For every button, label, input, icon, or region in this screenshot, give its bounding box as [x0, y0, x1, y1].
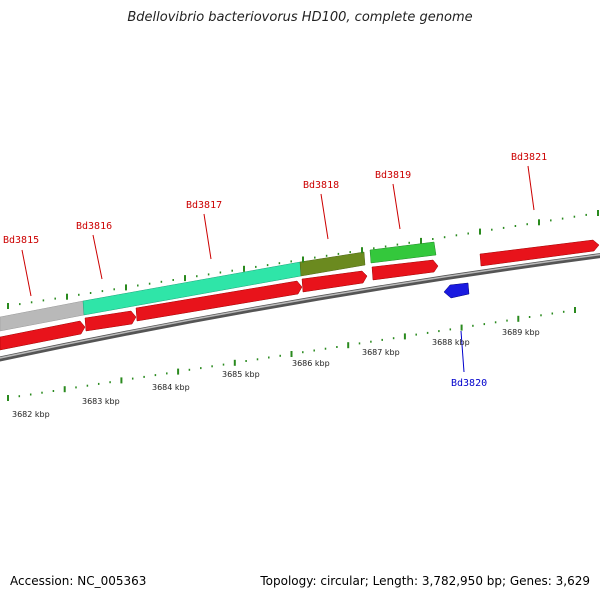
- gene-bd3816[interactable]: [84, 310, 137, 332]
- accession-text: Accession: NC_005363: [10, 574, 147, 588]
- gene-bd3817[interactable]: [135, 280, 303, 322]
- scale-ticks-lower: [7, 307, 576, 401]
- genome-summary-text: Topology: circular; Length: 3,782,950 bp…: [260, 574, 590, 588]
- gene-labels: Bd3815 Bd3816 Bd3817 Bd3818 Bd3819 Bd382…: [3, 152, 547, 389]
- gene-label-bd3816[interactable]: Bd3816: [76, 221, 112, 232]
- connector-bd3820: [460, 330, 465, 373]
- genome-backbone: [0, 253, 600, 362]
- kbp-label-3682: 3682 kbp: [12, 410, 50, 419]
- kbp-label-3685: 3685 kbp: [222, 370, 260, 379]
- connector-bd3817: [203, 213, 212, 260]
- connector-bd3818: [320, 193, 329, 240]
- gene-label-bd3819[interactable]: Bd3819: [375, 170, 411, 181]
- gene-bd3821[interactable]: [479, 239, 600, 267]
- kbp-label-3687: 3687 kbp: [362, 348, 400, 357]
- gene-track: [0, 239, 600, 351]
- kbp-label-3684: 3684 kbp: [152, 383, 190, 392]
- connector-bd3815: [21, 249, 32, 297]
- gene-bd3820[interactable]: [443, 282, 470, 299]
- kbp-label-3683: 3683 kbp: [82, 397, 120, 406]
- label-connectors: [21, 165, 535, 373]
- gene-bd3818[interactable]: [301, 270, 368, 293]
- feature-olive[interactable]: [299, 251, 366, 277]
- gene-label-bd3818[interactable]: Bd3818: [303, 180, 339, 191]
- map-title: Bdellovibrio bacteriovorus HD100, comple…: [127, 10, 473, 25]
- scale-labels: 3682 kbp 3683 kbp 3684 kbp 3685 kbp 3686…: [12, 328, 540, 419]
- connector-bd3816: [92, 234, 103, 280]
- connector-bd3821: [527, 165, 535, 211]
- gene-label-bd3820[interactable]: Bd3820: [451, 378, 487, 389]
- gene-label-bd3821[interactable]: Bd3821: [511, 152, 547, 163]
- gene-label-bd3817[interactable]: Bd3817: [186, 200, 222, 211]
- gene-bd3815[interactable]: [0, 320, 86, 351]
- feature-green[interactable]: [369, 241, 437, 264]
- gene-bd3819[interactable]: [371, 259, 439, 281]
- scale-ticks-upper: [7, 210, 599, 309]
- feature-track: [0, 241, 437, 332]
- kbp-label-3688: 3688 kbp: [432, 338, 470, 347]
- kbp-label-3689: 3689 kbp: [502, 328, 540, 337]
- gene-label-bd3815[interactable]: Bd3815: [3, 235, 39, 246]
- kbp-label-3686: 3686 kbp: [292, 359, 330, 368]
- connector-bd3819: [392, 183, 401, 230]
